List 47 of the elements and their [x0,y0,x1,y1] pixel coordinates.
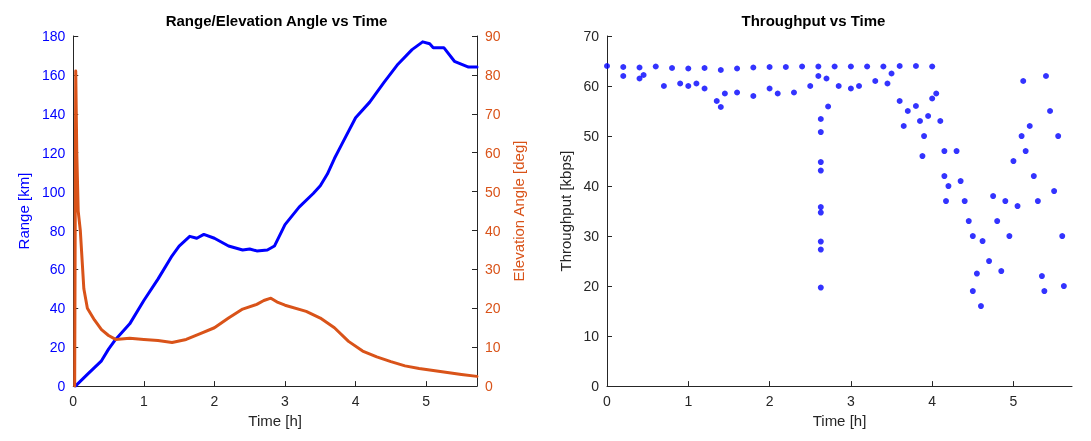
y-tick-label: 10 [583,328,600,345]
y2-tick-label: 20 [485,300,501,317]
y-tick-label: 20 [583,278,600,295]
y-tick-label: 140 [41,105,66,122]
y-axis-title: Throughput [kbps] [556,150,574,272]
y2-axis-title: Elevation Angle [deg] [510,140,528,282]
x-tick-label: 4 [928,393,937,410]
y-tick-label: 160 [41,66,66,83]
x-tick-label: 5 [1009,393,1018,410]
y2-tick-label: 50 [485,183,501,200]
x-tick-label: 4 [351,393,360,410]
y-tick-label: 0 [57,378,66,395]
x-tick-label: 1 [684,393,693,410]
y2-tick-label: 90 [485,28,501,44]
y-tick-label: 60 [49,261,66,278]
x-tick-label: 2 [210,393,219,410]
y-tick-label: 0 [591,378,600,395]
y-tick-label: 40 [583,178,600,195]
y-tick-label: 100 [41,183,66,200]
y-tick-label: 30 [583,228,600,245]
y-tick-label: 40 [49,300,66,317]
y2-tick-label: 40 [485,222,501,239]
y2-tick-label: 10 [485,339,501,356]
y2-tick-label: 60 [485,144,501,161]
y2-tick-label: 80 [485,66,501,83]
x-tick-label: 3 [846,393,855,410]
x-tick-label: 2 [765,393,774,410]
x-tick-label: 0 [69,393,78,410]
y-tick-label: 120 [41,144,66,161]
y2-tick-label: 70 [485,105,501,122]
x-axis-title: Time [h] [248,412,302,429]
chart-title: Range/Elevation Angle vs Time [165,12,388,29]
x-tick-label: 0 [603,393,612,410]
x-tick-label: 1 [139,393,148,410]
y-tick-label: 20 [49,339,66,356]
x-tick-label: 3 [281,393,290,410]
y2-tick-label: 0 [485,378,493,395]
y-tick-label: 70 [583,28,600,44]
y-tick-label: 60 [583,78,600,95]
y2-tick-label: 30 [485,261,501,278]
y-tick-label: 50 [583,128,600,145]
y-axis-title: Range [km] [15,172,32,250]
chart-title: Throughput vs Time [741,12,886,29]
y-tick-label: 180 [41,28,66,44]
x-tick-label: 5 [422,393,431,410]
y-tick-label: 80 [49,222,66,239]
x-axis-title: Time [h] [812,412,867,429]
